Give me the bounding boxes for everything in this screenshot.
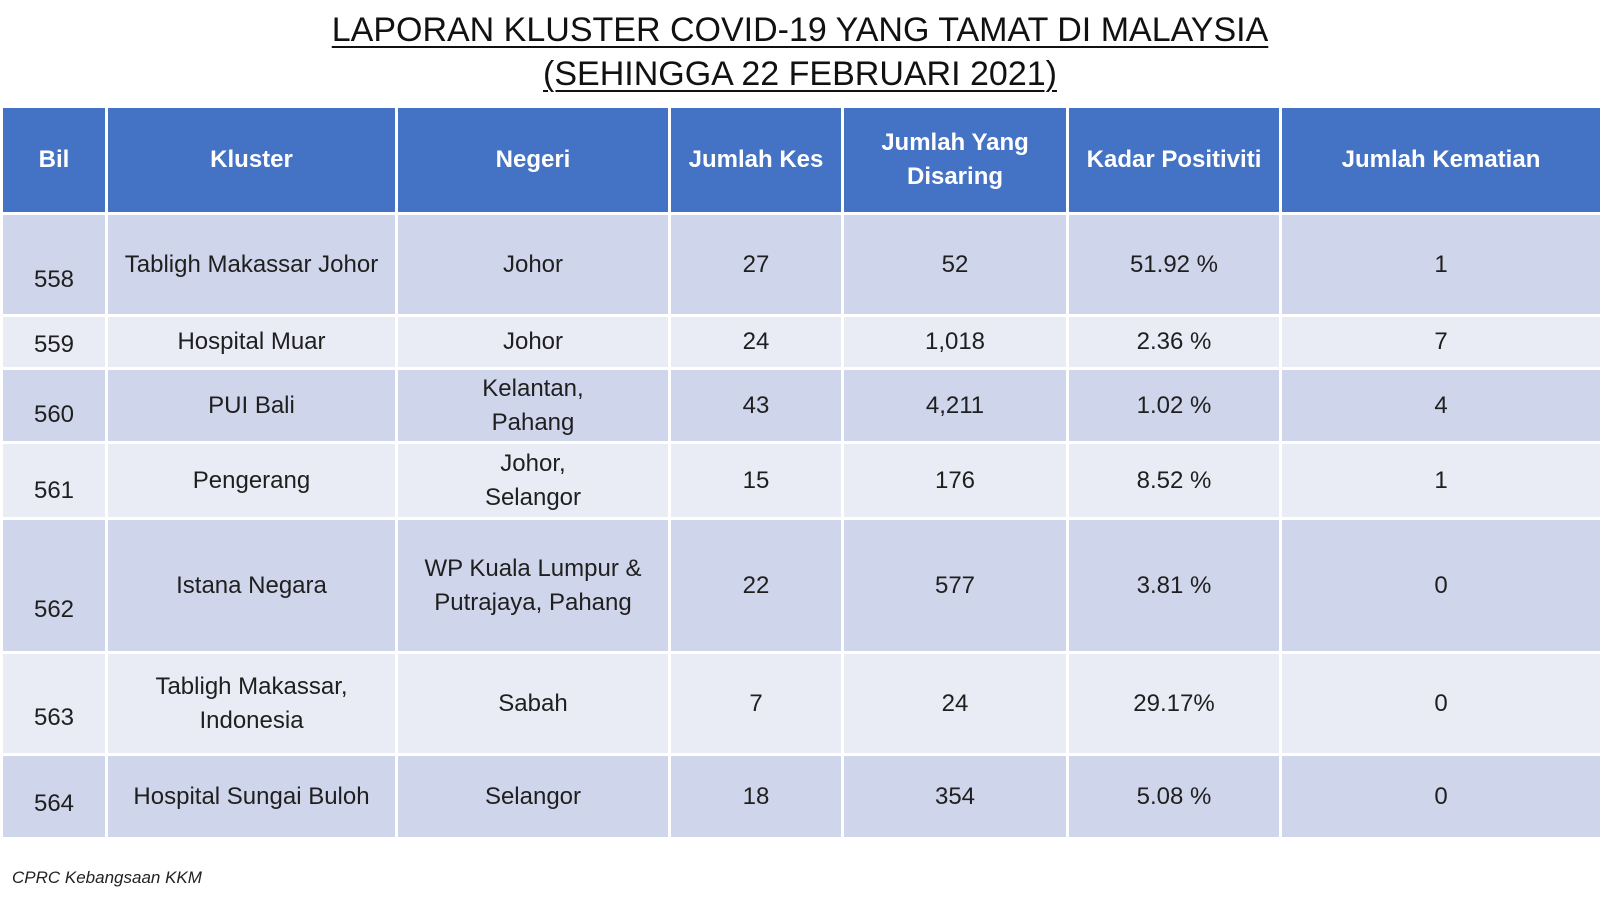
source-footer: CPRC Kebangsaan KKM	[12, 868, 202, 887]
cluster-table: Bil Kluster Negeri Jumlah Kes Jumlah Yan…	[0, 105, 1600, 840]
cell-kluster-line: PUI Bali	[208, 391, 295, 419]
header-row: Bil Kluster Negeri Jumlah Kes Jumlah Yan…	[0, 105, 1600, 215]
cell-jumlah-kes: 18	[668, 753, 844, 840]
cell-kadar-positiviti: 1.02 %	[1066, 367, 1282, 444]
cell-kluster: Tabligh Makassar, Indonesia	[105, 651, 398, 756]
cell-kluster: PUI Bali	[105, 367, 398, 444]
cell-bil: 562	[0, 517, 108, 654]
cell-jumlah-kematian: 0	[1279, 651, 1600, 756]
cell-kluster: Hospital Muar	[105, 314, 398, 370]
cell-kadar-positiviti: 29.17%	[1066, 651, 1282, 756]
cell-negeri-line: WP Kuala Lumpur &	[424, 554, 642, 582]
header-jumlah-disaring-line2: Disaring	[906, 163, 1004, 190]
table-row: 562 Istana Negara WP Kuala Lumpur & Putr…	[0, 517, 1600, 654]
header-jumlah-disaring-line1: Jumlah Yang	[881, 129, 1029, 156]
cell-negeri-line: Selangor	[484, 483, 582, 511]
cell-negeri: Johor	[395, 314, 671, 370]
header-jumlah-kes: Jumlah Kes	[668, 105, 844, 215]
cell-negeri-line: Johor	[502, 328, 564, 355]
cell-negeri-line: Putrajaya, Pahang	[434, 588, 632, 616]
table-row: 561 Pengerang Johor, Selangor 15 176 8.5…	[0, 441, 1600, 520]
cell-negeri: WP Kuala Lumpur & Putrajaya, Pahang	[395, 517, 671, 654]
cell-jumlah-disaring: 24	[841, 651, 1069, 756]
cell-jumlah-disaring: 577	[841, 517, 1069, 654]
header-jumlah-kematian: Jumlah Kematian	[1279, 105, 1600, 215]
cell-jumlah-kes: 24	[668, 314, 844, 370]
cell-jumlah-kes: 7	[668, 651, 844, 756]
cell-bil: 561	[0, 441, 108, 520]
cell-negeri: Johor	[395, 212, 671, 317]
cell-kluster-line: Tabligh Makassar Johor	[124, 250, 379, 278]
cell-bil: 563	[0, 651, 108, 756]
cell-negeri-line: Kelantan,	[482, 374, 584, 402]
cell-jumlah-disaring: 176	[841, 441, 1069, 520]
cell-kadar-positiviti: 51.92 %	[1066, 212, 1282, 317]
table-row: 559 Hospital Muar Johor 24 1,018 2.36 % …	[0, 314, 1600, 370]
cell-jumlah-kes: 43	[668, 367, 844, 444]
cell-kadar-positiviti: 3.81 %	[1066, 517, 1282, 654]
header-jumlah-disaring: Jumlah Yang Disaring	[841, 105, 1069, 215]
cell-kadar-positiviti: 5.08 %	[1066, 753, 1282, 840]
cell-jumlah-kematian: 4	[1279, 367, 1600, 444]
cell-kluster: Hospital Sungai Buloh	[105, 753, 398, 840]
cell-negeri: Kelantan, Pahang	[395, 367, 671, 444]
cell-kluster: Istana Negara	[105, 517, 398, 654]
cell-jumlah-kes: 27	[668, 212, 844, 317]
cell-negeri: Selangor	[395, 753, 671, 840]
cell-kluster-line: Istana Negara	[176, 571, 327, 599]
cell-bil: 558	[0, 212, 108, 317]
report-title: LAPORAN KLUSTER COVID-19 YANG TAMAT DI M…	[0, 0, 1600, 96]
header-bil: Bil	[0, 105, 108, 215]
cell-kluster-line: Hospital Muar	[177, 328, 326, 355]
cell-negeri: Johor, Selangor	[395, 441, 671, 520]
report-title-line2: (SEHINGGA 22 FEBRUARI 2021)	[543, 55, 1057, 93]
cell-jumlah-disaring: 52	[841, 212, 1069, 317]
table-header: Bil Kluster Negeri Jumlah Kes Jumlah Yan…	[0, 105, 1600, 215]
cell-negeri: Sabah	[395, 651, 671, 756]
cell-negeri-line: Selangor	[484, 782, 582, 810]
table-row: 563 Tabligh Makassar, Indonesia Sabah 7 …	[0, 651, 1600, 756]
cell-kadar-positiviti: 8.52 %	[1066, 441, 1282, 520]
cell-jumlah-disaring: 1,018	[841, 314, 1069, 370]
cell-jumlah-kematian: 1	[1279, 212, 1600, 317]
cell-bil: 560	[0, 367, 108, 444]
cell-jumlah-kematian: 7	[1279, 314, 1600, 370]
cell-jumlah-kematian: 0	[1279, 517, 1600, 654]
cell-jumlah-disaring: 4,211	[841, 367, 1069, 444]
report-title-line1: LAPORAN KLUSTER COVID-19 YANG TAMAT DI M…	[331, 11, 1269, 49]
cell-negeri-line: Sabah	[498, 689, 568, 717]
cell-jumlah-kematian: 0	[1279, 753, 1600, 840]
cell-negeri-line: Pahang	[491, 408, 575, 436]
header-kadar-positiviti: Kadar Positiviti	[1066, 105, 1282, 215]
cell-kluster: Pengerang	[105, 441, 398, 520]
cell-bil: 564	[0, 753, 108, 840]
table-row: 564 Hospital Sungai Buloh Selangor 18 35…	[0, 753, 1600, 840]
cell-jumlah-kes: 22	[668, 517, 844, 654]
table-row: 558 Tabligh Makassar Johor Johor 27 52 5…	[0, 212, 1600, 317]
table-row: 560 PUI Bali Kelantan, Pahang 43 4,211 1…	[0, 367, 1600, 444]
cell-jumlah-disaring: 354	[841, 753, 1069, 840]
cell-jumlah-kematian: 1	[1279, 441, 1600, 520]
cell-negeri-line: Johor,	[500, 449, 566, 477]
cell-kluster-line: Hospital Sungai Buloh	[133, 782, 370, 810]
cell-kadar-positiviti: 2.36 %	[1066, 314, 1282, 370]
cell-kluster: Tabligh Makassar Johor	[105, 212, 398, 317]
cell-kluster-line: Indonesia	[199, 706, 304, 734]
cell-kluster-line: Tabligh Makassar,	[155, 672, 348, 700]
header-kluster: Kluster	[105, 105, 398, 215]
cell-kluster-line: Pengerang	[192, 466, 311, 494]
cell-jumlah-kes: 15	[668, 441, 844, 520]
cell-negeri-line: Johor	[502, 250, 564, 278]
table-body: 558 Tabligh Makassar Johor Johor 27 52 5…	[0, 212, 1600, 840]
header-negeri: Negeri	[395, 105, 671, 215]
cell-bil: 559	[0, 314, 108, 370]
